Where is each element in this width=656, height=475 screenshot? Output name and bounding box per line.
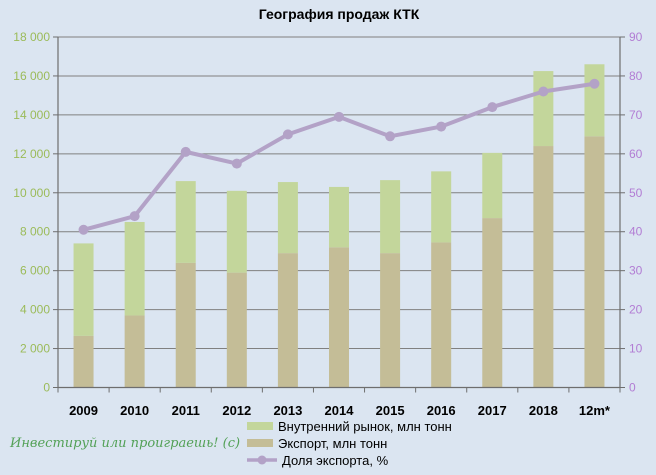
x-axis-label: 2011 [172, 403, 200, 418]
legend-label: Внутренний рынок, млн тонн [278, 418, 452, 434]
bar-export [431, 242, 452, 388]
right-axis-label: 50 [629, 186, 643, 200]
x-axis-label: 2013 [273, 403, 302, 418]
x-axis-label: 2012 [222, 403, 251, 418]
left-axis-label: 2 000 [20, 342, 50, 356]
bar-export [329, 247, 349, 388]
x-axis-label: 2009 [69, 403, 98, 418]
legend-swatch [247, 439, 273, 447]
x-axis-label: 2014 [325, 403, 355, 418]
right-axis-label: 40 [629, 225, 643, 239]
bar-export [73, 335, 94, 388]
bar-export [533, 146, 554, 388]
x-axis-label: 2010 [120, 403, 149, 418]
legend-item: Экспорт, млн тонн [247, 435, 452, 451]
bar-domestic [175, 181, 196, 263]
left-axis-label: 16 000 [13, 69, 50, 83]
right-axis-label: 80 [629, 69, 643, 83]
right-axis-label: 60 [629, 147, 643, 161]
line-marker [334, 111, 344, 122]
left-axis-label: 14 000 [13, 108, 50, 122]
line-marker [436, 121, 447, 132]
bar-domestic [124, 221, 145, 316]
line-marker [282, 129, 293, 140]
bar-export [175, 262, 196, 388]
left-axis-label: 0 [43, 381, 50, 395]
line-marker [538, 86, 549, 97]
bar-export [277, 253, 298, 388]
bar-export [380, 253, 401, 388]
legend-label: Экспорт, млн тонн [278, 435, 388, 451]
right-axis-label: 10 [629, 342, 643, 356]
x-axis-label: 2017 [478, 403, 507, 418]
bar-export [482, 218, 503, 388]
legend: Внутренний рынок, млн тонн Экспорт, млн т… [247, 418, 452, 468]
line-marker [78, 224, 89, 235]
left-axis-label: 8 000 [20, 225, 50, 239]
legend-marker [257, 455, 267, 465]
left-axis-label: 10 000 [13, 186, 50, 200]
line-marker [385, 131, 396, 142]
right-axis-label: 30 [629, 264, 643, 278]
legend-swatch [247, 422, 273, 430]
bar-domestic [533, 71, 554, 147]
x-axis-label: 2018 [529, 403, 558, 418]
left-axis-label: 6 000 [20, 264, 50, 278]
legend-item: Внутренний рынок, млн тонн [247, 418, 452, 434]
left-axis-label: 18 000 [13, 30, 50, 44]
bar-domestic [482, 152, 503, 219]
x-axis-label: 2016 [427, 403, 456, 418]
bar-domestic [329, 186, 349, 248]
line-marker [180, 146, 191, 157]
right-axis-label: 0 [629, 381, 636, 395]
bar-domestic [380, 180, 401, 254]
line-marker [231, 158, 242, 169]
legend-label: Доля экспорта, % [282, 452, 389, 468]
bar-domestic [73, 243, 94, 336]
bar-domestic [226, 190, 247, 273]
line-marker [487, 102, 498, 113]
legend-item: Доля экспорта, % [247, 452, 452, 468]
bar-domestic [431, 171, 452, 243]
line-marker [589, 78, 600, 89]
right-axis-label: 90 [629, 30, 643, 44]
bar-export [584, 136, 605, 388]
bar-domestic [277, 182, 298, 254]
watermark: Инвестируй или проиграешь! (с) [10, 436, 241, 451]
right-axis-label: 70 [629, 108, 643, 122]
x-axis-label: 12m* [579, 403, 611, 418]
right-axis-label: 20 [629, 303, 643, 317]
bar-export [124, 315, 145, 388]
chart-title: География продаж КТК [258, 6, 420, 22]
bar-export [226, 272, 247, 388]
legend-line-marker [247, 455, 277, 465]
line-marker [129, 211, 140, 222]
left-axis-label: 12 000 [13, 147, 50, 161]
x-axis-label: 2015 [376, 403, 405, 418]
left-axis-label: 4 000 [20, 303, 50, 317]
bar-domestic [584, 64, 605, 137]
